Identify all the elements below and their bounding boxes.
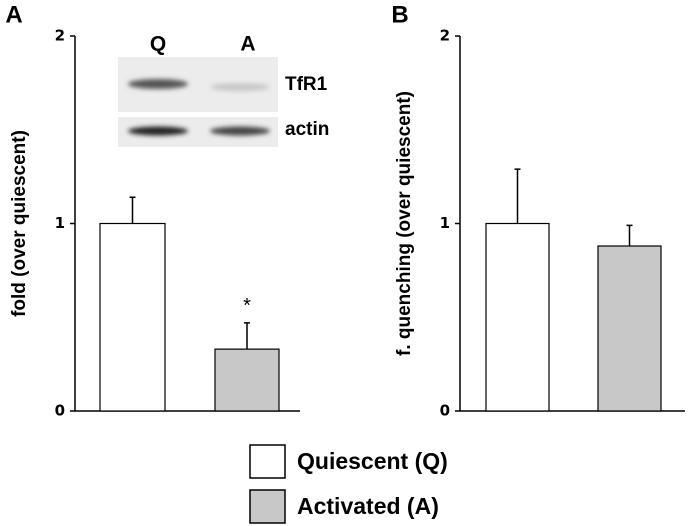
blot-band [128,79,188,89]
bar [597,245,662,412]
legend-label: Activated (A) [297,493,439,519]
blot-band [210,126,270,136]
y-tick-label: 0 [55,402,65,420]
bar [214,348,280,412]
western-blot [118,57,278,147]
y-axis-label: f. quenching (over quiescent) [394,91,415,356]
blot-band [210,83,270,91]
panel-label: B [391,1,408,28]
blot-lane-label: A [240,33,255,56]
blot-protein-label: actin [285,119,329,140]
legend-swatch [249,489,286,524]
significance-marker: * [243,295,251,317]
legend-swatch [249,444,286,479]
y-tick-label: 1 [440,214,450,232]
legend-label: Quiescent (Q) [297,448,448,474]
y-axis-label: fold (over quiescent) [9,130,30,317]
y-tick-label: 2 [440,27,450,45]
blot-lane-label: Q [150,33,166,56]
blot-band [128,126,188,136]
bar [99,222,166,412]
y-tick-label: 1 [55,214,65,232]
blot-protein-label: TfR1 [285,74,328,95]
panel-label: A [5,1,22,28]
bar [485,222,550,412]
y-tick-label: 2 [55,27,65,45]
y-tick-label: 0 [440,402,450,420]
